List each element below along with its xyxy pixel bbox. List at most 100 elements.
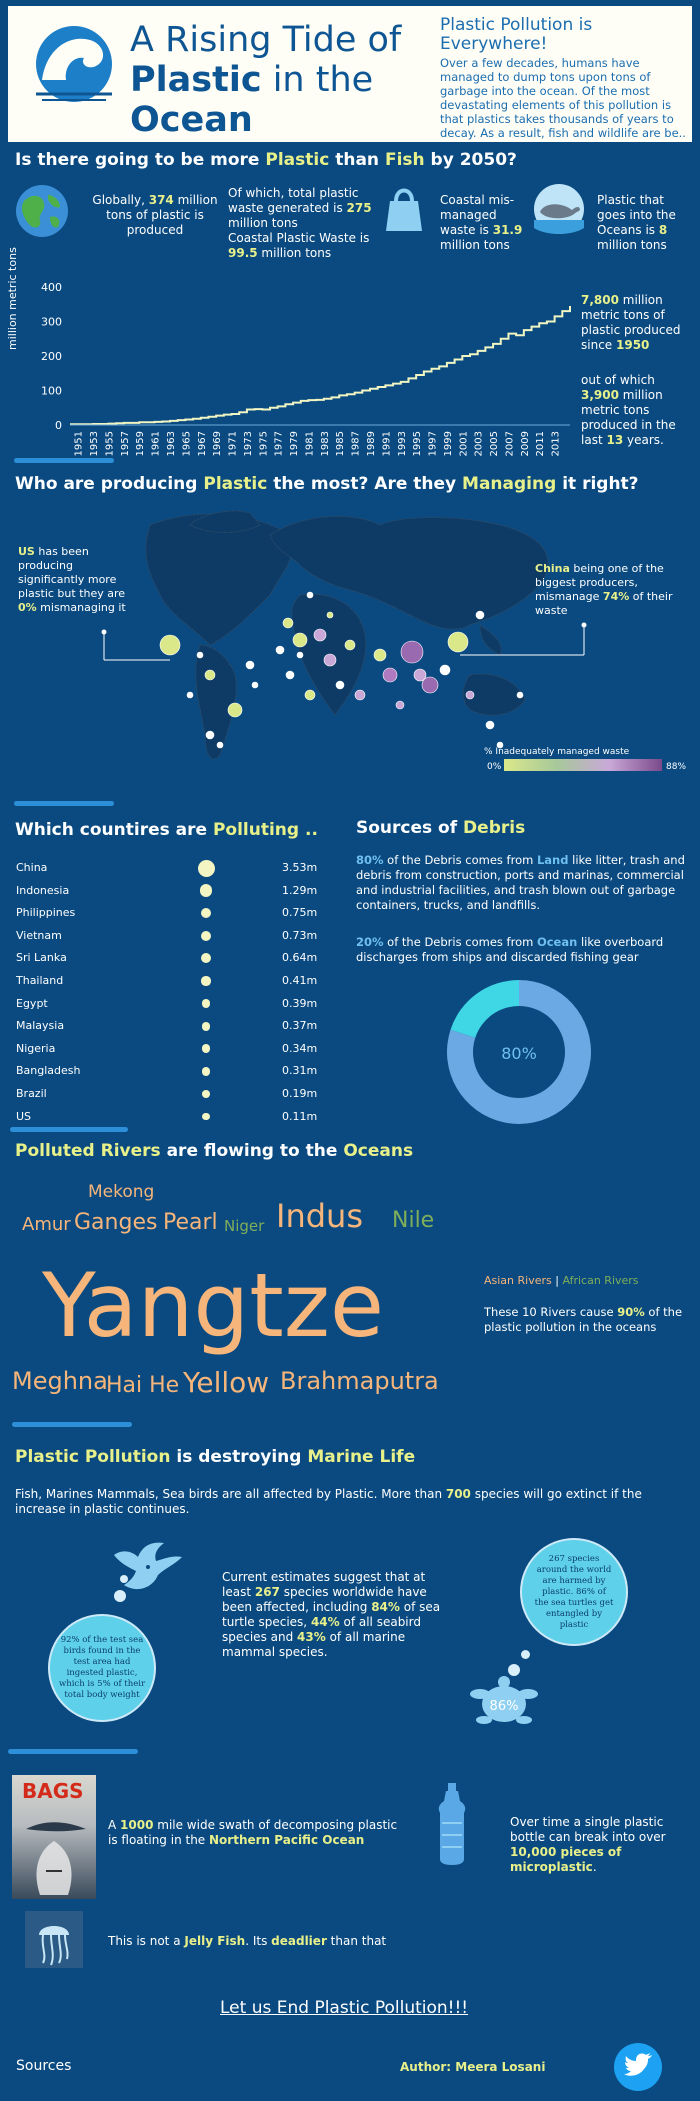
country-value: 0.19m	[282, 1087, 318, 1100]
map-dot	[313, 628, 327, 642]
intro-body: Over a few decades, humans have managed …	[440, 56, 686, 140]
map-legend-max: 88%	[666, 762, 687, 772]
map-dot	[304, 689, 316, 701]
thought-dot	[521, 1650, 530, 1659]
y-tick-label: 300	[41, 316, 62, 329]
x-tick-label: 2011	[535, 431, 546, 456]
bottle-text: Over time a single plastic bottle can br…	[510, 1815, 666, 1874]
country-row: Thailand 0.41m	[16, 970, 346, 992]
country-row: China 3.53m	[16, 857, 346, 879]
map-dot	[216, 741, 224, 749]
donut-slice-land	[447, 980, 591, 1124]
title-ocean: Ocean	[130, 100, 253, 140]
x-tick-label: 1959	[135, 431, 146, 456]
river-yangtze: Yangtze	[42, 1254, 385, 1357]
map-legend-gradient	[504, 759, 662, 771]
header: A Rising Tide of Plastic in the Ocean Pl…	[8, 6, 692, 142]
divider-bar	[14, 458, 114, 463]
swath-text: A 1000 mile wide swath of decomposing pl…	[108, 1818, 398, 1847]
x-tick-label: 1979	[289, 431, 300, 456]
ocean-whale-icon	[534, 184, 584, 234]
map-dot	[485, 720, 495, 730]
jellyfish-text: This is not a Jelly Fish. Its deadlier t…	[108, 1934, 387, 1948]
country-value: 1.29m	[282, 883, 318, 897]
map-dot	[475, 610, 485, 620]
country-row: Brazil 0.19m	[16, 1083, 346, 1105]
marine-estimate: Current estimates suggest that at least …	[222, 1570, 441, 1659]
map-dot	[516, 691, 524, 699]
country-row: Indonesia 1.29m	[16, 880, 346, 902]
bird-bubble: 92% of the test sea birds found in the t…	[48, 1614, 156, 1722]
country-bubble	[197, 859, 215, 877]
country-name: Indonesia	[16, 883, 70, 897]
twitter-button[interactable]	[614, 2043, 662, 2091]
country-bubble	[201, 999, 211, 1009]
x-tick-label: 1969	[212, 431, 223, 456]
bird-icon	[114, 1542, 182, 1590]
map-dot	[344, 639, 356, 651]
country-bubble	[201, 1044, 211, 1054]
country-value: 0.31m	[282, 1064, 318, 1078]
map-dot	[382, 667, 398, 683]
country-bubble	[201, 1067, 211, 1076]
x-tick-label: 1983	[320, 431, 331, 456]
y-tick-label: 0	[55, 419, 62, 432]
rivers-note: These 10 Rivers cause 90% of the plastic…	[484, 1305, 683, 1334]
map-dot	[186, 691, 194, 699]
country-bubble	[199, 884, 213, 897]
title-line1: A Rising Tide of	[130, 20, 402, 60]
map-dot	[196, 651, 204, 659]
map-china-bubble	[400, 640, 424, 664]
debris-title: Sources of Debris	[356, 818, 526, 838]
map-dot	[245, 660, 255, 670]
country-name: Sri Lanka	[16, 951, 67, 965]
x-tick-label: 1997	[428, 431, 439, 456]
x-tick-label: 1953	[89, 431, 100, 456]
country-name: Thailand	[16, 974, 64, 987]
sources-link[interactable]: Sources	[16, 2058, 72, 2074]
divider-bar	[8, 1749, 138, 1754]
x-tick-label: 1993	[397, 431, 408, 456]
thought-dot	[508, 1664, 520, 1676]
stat-global-production: Globally, 374 million tons of plastic is…	[92, 193, 218, 237]
x-tick-label: 1957	[120, 431, 131, 456]
map-dot	[465, 690, 475, 700]
map-dot	[292, 632, 308, 648]
map-dot	[251, 681, 259, 689]
divider-bar	[10, 1127, 128, 1132]
x-tick-label: 1987	[351, 431, 362, 456]
divider-bar	[14, 801, 114, 806]
map-dot	[296, 651, 304, 659]
y-tick-label: 200	[41, 350, 62, 363]
country-bubble	[200, 930, 212, 942]
map-dot	[282, 617, 294, 629]
map-land	[145, 510, 549, 760]
map-china-bubble-managed	[447, 631, 469, 653]
country-name: Egypt	[16, 996, 48, 1010]
country-row: Philippines 0.75m	[16, 902, 346, 924]
cta-link[interactable]: Let us End Plastic Pollution!!!	[220, 1998, 469, 2018]
country-name: Brazil	[16, 1087, 47, 1100]
river-mekong: Mekong	[88, 1182, 155, 1202]
country-value: 0.39m	[282, 996, 318, 1010]
marine-title: Plastic Pollution is destroying Marine L…	[15, 1447, 416, 1467]
y-tick-label: 400	[41, 281, 62, 294]
x-tick-label: 1975	[258, 431, 269, 456]
plastic-bag-icon	[386, 188, 422, 231]
x-tick-label: 2003	[474, 431, 485, 456]
rivers-title: Polluted Rivers are flowing to the Ocean…	[15, 1141, 414, 1161]
bottle-icon	[438, 1783, 466, 1865]
country-value: 0.37m	[282, 1019, 318, 1033]
thought-dot	[114, 1590, 126, 1602]
country-bubble	[200, 907, 212, 919]
chart-ylabel: million metric tons	[6, 247, 19, 350]
page-title: A Rising Tide of Plastic in the Ocean	[130, 20, 401, 140]
china-annotation: China being one of the biggest producers…	[535, 562, 673, 617]
x-tick-label: 2001	[458, 431, 469, 456]
x-tick-label: 1985	[335, 431, 346, 456]
stat-plastic-waste: Of which, total plastic waste generated …	[228, 186, 372, 260]
country-row: Sri Lanka 0.64m	[16, 947, 346, 969]
country-row: Bangladesh 0.31m	[16, 1060, 346, 1082]
chart-note-total: 7,800 million metric tons of plastic pro…	[581, 293, 681, 352]
country-value: 3.53m	[282, 861, 318, 874]
